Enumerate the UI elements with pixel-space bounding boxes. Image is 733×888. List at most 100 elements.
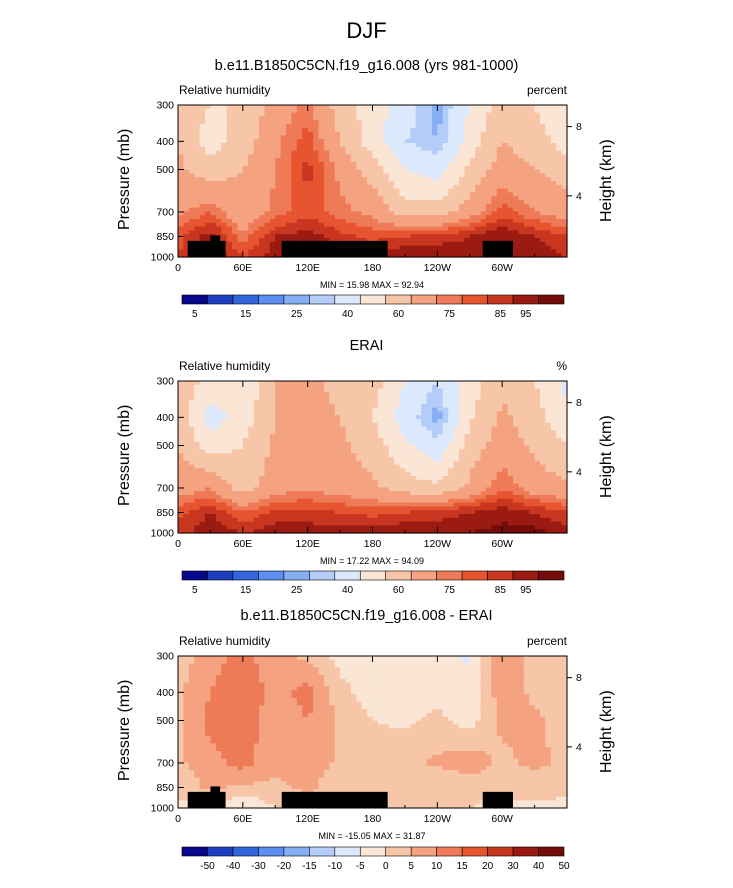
panel1-field-cell [442, 245, 449, 250]
panel1-field-cell [394, 169, 401, 174]
panel2-field-cell [491, 400, 498, 405]
panel1-field-cell [491, 135, 498, 140]
panel1-field-cell [539, 120, 546, 125]
panel2-field-cell [485, 438, 492, 443]
panel1-field-cell [426, 124, 433, 129]
panel1-field-cell [296, 124, 303, 129]
panel1-field-cell [415, 112, 422, 117]
panel2-field-cell [210, 415, 217, 420]
panel1-field-cell [340, 105, 347, 110]
panel1-field-cell [221, 222, 228, 228]
panel2-field-cell [296, 384, 303, 390]
panel2-field-cell [210, 388, 217, 393]
colorbar-label: 75 [444, 309, 456, 320]
panel2-field-cell [372, 426, 379, 431]
panel1-field-cell [556, 143, 563, 148]
panel2-field-cell [264, 441, 271, 447]
panel2-field-cell [275, 396, 282, 401]
panel2-field-cell [448, 472, 455, 477]
panel2-field-cell [361, 400, 368, 405]
panel1-field-cell [323, 139, 330, 144]
panel2-field-cell [210, 476, 217, 481]
panel1-field-cell [242, 215, 249, 220]
panel2-field-cell [388, 392, 395, 397]
panel1-terrain-block [216, 240, 226, 257]
panel2-field-cell [280, 449, 287, 454]
panel2-field-cell [426, 388, 433, 393]
panel1-field-cell [302, 184, 309, 190]
panel1-field-cell [383, 226, 390, 231]
panel1-field-cell [458, 200, 465, 205]
panel1-field-cell [415, 169, 422, 174]
panel2-field-cell [480, 457, 487, 462]
panel2-field-cell [410, 384, 417, 390]
panel1-field-cell [469, 188, 476, 193]
panel1-field-cell [221, 146, 228, 152]
panel2-field-cell [550, 426, 557, 431]
panel2-field-cell [242, 396, 249, 401]
panel1-field-cell [313, 215, 320, 220]
panel2-field-cell [232, 407, 239, 412]
panel1-field-cell [545, 165, 552, 171]
panel1-field-cell [302, 135, 309, 140]
panel1-field-cell [237, 196, 244, 201]
panel1-field-cell [469, 143, 476, 148]
panel1-field-cell [469, 135, 476, 140]
panel1-field-cell [539, 226, 546, 231]
panel2-field-cell [248, 392, 255, 397]
panel1-field-cell [491, 165, 498, 171]
panel2-field-cell [442, 388, 449, 393]
panel2-field-cell [410, 449, 417, 454]
panel1-field-cell [345, 234, 352, 239]
panel2-field-cell [377, 415, 384, 420]
panel1-field-cell [399, 120, 406, 125]
panel1-field-cell [318, 188, 325, 193]
panel1-field-cell [302, 181, 309, 186]
panel1-field-cell [404, 173, 411, 178]
panel2-field-cell [361, 422, 368, 428]
panel1-field-cell [399, 234, 406, 239]
panel2-field-cell [215, 392, 222, 397]
panel2-field-cell [232, 464, 239, 469]
panel1-field-cell [399, 162, 406, 167]
panel1-field-cell [199, 181, 206, 186]
panel1-field-cell [280, 181, 287, 186]
panel1-field-cell [394, 116, 401, 121]
panel1-field-cell [264, 112, 271, 117]
panel2-field-cell [512, 468, 519, 473]
panel2-field-cell [550, 384, 557, 390]
panel2-field-cell [307, 464, 314, 469]
panel1-field-cell [199, 139, 206, 144]
panel2-field-cell [232, 396, 239, 401]
panel1-field-cell [248, 120, 255, 125]
panel2-field-cell [199, 449, 206, 454]
panel1-field-cell [518, 127, 525, 133]
panel1-field-cell [226, 245, 233, 250]
panel1-field-cell [377, 181, 384, 186]
panel2-field-cell [561, 445, 568, 450]
panel1-field-cell [205, 131, 212, 136]
panel1-field-cell [232, 188, 239, 193]
panel1-field-cell [226, 196, 233, 201]
panel1-field-cell [426, 192, 433, 197]
panel2-field-cell [469, 468, 476, 473]
panel2-field-cell [302, 472, 309, 477]
panel2-field-cell [539, 434, 546, 439]
panel2-field-cell [361, 438, 368, 443]
panel1-field-cell [253, 184, 260, 190]
panel2-field-cell [545, 400, 552, 405]
panel1-field-cell [464, 253, 471, 258]
panel2-field-cell [307, 426, 314, 431]
panel1-field-cell [291, 108, 298, 114]
colorbar-swatch [436, 294, 463, 305]
panel1-field-cell [469, 192, 476, 197]
panel1-field-cell [334, 226, 341, 231]
panel1-field-cell [215, 139, 222, 144]
panel2-field-cell [248, 388, 255, 393]
panel1-field-cell [437, 222, 444, 228]
panel1-field-cell [394, 245, 401, 250]
panel1-field-cell [491, 173, 498, 178]
panel2-field-cell [205, 381, 212, 386]
panel1-field-cell [291, 184, 298, 190]
panel1-field-cell [242, 196, 249, 201]
